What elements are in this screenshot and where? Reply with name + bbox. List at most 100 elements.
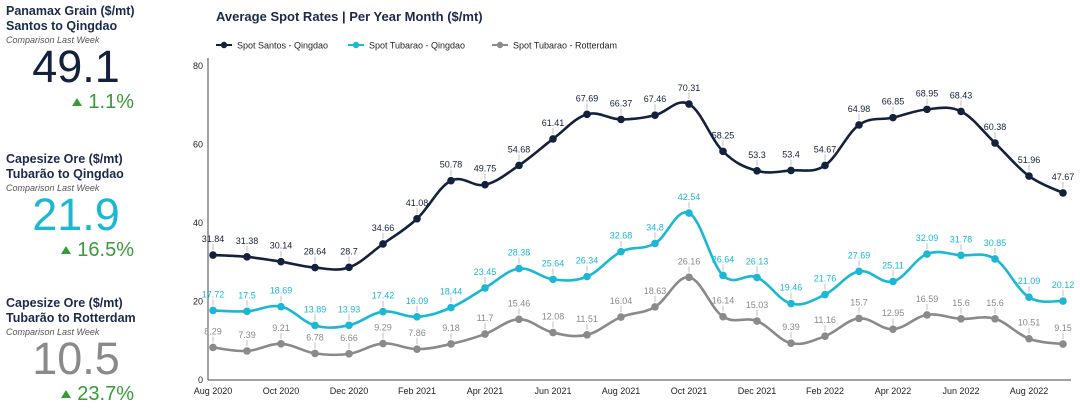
data-label-0: 68.43 bbox=[950, 90, 973, 100]
data-point-0 bbox=[1025, 172, 1033, 180]
data-point-1 bbox=[209, 306, 217, 315]
x-tick-label: Dec 2021 bbox=[738, 386, 777, 396]
data-point-2 bbox=[923, 311, 931, 319]
x-tick-label: Oct 2020 bbox=[263, 386, 300, 396]
data-label-1: 17.42 bbox=[372, 291, 395, 301]
data-point-2 bbox=[753, 317, 761, 325]
data-point-2 bbox=[379, 339, 387, 348]
data-point-1 bbox=[515, 264, 523, 273]
data-label-2: 9.21 bbox=[272, 323, 290, 333]
y-tick-label: 0 bbox=[198, 375, 203, 385]
data-point-0 bbox=[923, 105, 931, 114]
data-label-0: 61.41 bbox=[542, 118, 565, 128]
kpi-title: Capesize Ore ($/mt) Tubarão to Rotterdam bbox=[6, 296, 146, 326]
data-label-1: 21.09 bbox=[1018, 276, 1041, 286]
data-point-1 bbox=[719, 271, 727, 280]
kpi-change: 23.7% bbox=[6, 383, 146, 406]
data-label-2: 18.63 bbox=[644, 286, 667, 296]
data-label-1: 28.38 bbox=[508, 248, 531, 258]
data-point-0 bbox=[243, 253, 251, 261]
data-point-2 bbox=[617, 313, 625, 321]
kpi-tubarao-rotterdam: Capesize Ore ($/mt) Tubarão to Rotterdam … bbox=[6, 296, 146, 406]
kpi-title-line2: Tubarão to Qingdao bbox=[6, 167, 124, 181]
data-label-1: 13.93 bbox=[338, 304, 361, 314]
data-label-0: 68.95 bbox=[916, 88, 939, 98]
y-tick-label: 40 bbox=[193, 218, 203, 228]
x-tick-label: Jun 2022 bbox=[942, 386, 979, 396]
data-label-2: 11.51 bbox=[576, 314, 598, 324]
data-label-2: 9.18 bbox=[442, 323, 460, 333]
data-point-0 bbox=[957, 107, 965, 116]
data-point-2 bbox=[1025, 334, 1033, 343]
kpi-santos-qingdao: Panamax Grain ($/mt) Santos to Qingdao Co… bbox=[6, 4, 146, 114]
data-point-2 bbox=[481, 330, 489, 338]
series-line-2 bbox=[212, 276, 1064, 357]
kpi-comparison-note: Comparison Last Week bbox=[6, 35, 100, 45]
x-tick-label: Oct 2021 bbox=[671, 386, 708, 396]
kpi-change-value: 1.1% bbox=[88, 91, 134, 113]
data-label-0: 34.66 bbox=[372, 223, 395, 233]
data-point-1 bbox=[787, 299, 795, 308]
kpi-title-line1: Panamax Grain ($/mt) bbox=[6, 4, 135, 18]
data-label-0: 64.98 bbox=[848, 104, 871, 114]
data-point-2 bbox=[277, 340, 285, 348]
data-label-1: 18.69 bbox=[270, 286, 293, 296]
legend-label-0: Spot Santos - Qingdao bbox=[237, 41, 328, 51]
data-label-2: 11.16 bbox=[814, 315, 836, 325]
kpi-title-line1: Capesize Ore ($/mt) bbox=[6, 296, 123, 310]
data-point-2 bbox=[515, 315, 523, 324]
data-point-1 bbox=[311, 321, 319, 330]
data-point-0 bbox=[413, 214, 421, 223]
legend-marker-0 bbox=[220, 41, 228, 49]
data-point-0 bbox=[481, 180, 489, 189]
data-label-0: 53.3 bbox=[748, 150, 766, 160]
y-tick-label: 20 bbox=[193, 297, 203, 307]
data-point-0 bbox=[549, 135, 557, 143]
up-arrow-icon bbox=[72, 98, 83, 106]
data-point-2 bbox=[719, 312, 727, 321]
data-label-2: 12.95 bbox=[882, 308, 905, 318]
data-label-0: 60.38 bbox=[984, 122, 1007, 132]
data-point-1 bbox=[991, 255, 999, 263]
data-point-0 bbox=[515, 161, 523, 170]
data-point-2 bbox=[243, 347, 251, 355]
kpi-title-line2: Santos to Qingdao bbox=[6, 19, 118, 33]
data-point-1 bbox=[1025, 293, 1033, 302]
data-point-1 bbox=[957, 251, 965, 260]
data-label-1: 30.85 bbox=[984, 238, 1007, 248]
data-point-0 bbox=[1059, 189, 1067, 197]
kpi-tubarao-qingdao: Capesize Ore ($/mt) Tubarão to Qingdao Co… bbox=[6, 152, 146, 262]
kpi-value: 49.1 bbox=[32, 41, 120, 92]
data-point-2 bbox=[549, 328, 557, 337]
data-label-2: 7.39 bbox=[238, 330, 256, 340]
legend-marker-2 bbox=[496, 41, 504, 49]
data-point-1 bbox=[583, 272, 591, 281]
data-label-1: 18.44 bbox=[440, 287, 463, 297]
kpi-title: Capesize Ore ($/mt) Tubarão to Qingdao bbox=[6, 152, 146, 182]
data-label-2: 15.7 bbox=[850, 297, 868, 307]
data-point-1 bbox=[481, 284, 489, 292]
data-label-0: 30.14 bbox=[270, 241, 293, 251]
data-point-2 bbox=[447, 340, 455, 348]
x-tick-label: Dec 2020 bbox=[330, 386, 369, 396]
kpi-comparison-note: Comparison Last Week bbox=[6, 183, 100, 193]
data-point-0 bbox=[855, 121, 863, 129]
kpi-title-line1: Capesize Ore ($/mt) bbox=[6, 152, 123, 166]
data-point-1 bbox=[617, 247, 625, 256]
data-point-1 bbox=[855, 267, 863, 276]
kpi-change-value: 23.7% bbox=[77, 383, 134, 405]
x-tick-label: Aug 2020 bbox=[194, 386, 233, 396]
data-label-0: 58.25 bbox=[712, 130, 735, 140]
x-tick-label: Feb 2022 bbox=[806, 386, 844, 396]
data-point-2 bbox=[957, 314, 965, 323]
x-tick-label: Aug 2022 bbox=[1010, 386, 1049, 396]
data-label-2: 8.29 bbox=[204, 326, 222, 336]
data-label-2: 6.78 bbox=[306, 332, 324, 342]
legend-label-1: Spot Tubarao - Qingdao bbox=[369, 41, 465, 51]
data-point-0 bbox=[379, 240, 387, 248]
data-label-0: 67.69 bbox=[576, 93, 599, 103]
data-label-2: 26.16 bbox=[678, 256, 701, 266]
data-label-1: 25.11 bbox=[882, 260, 904, 270]
data-point-0 bbox=[787, 166, 795, 175]
data-point-1 bbox=[549, 275, 557, 284]
